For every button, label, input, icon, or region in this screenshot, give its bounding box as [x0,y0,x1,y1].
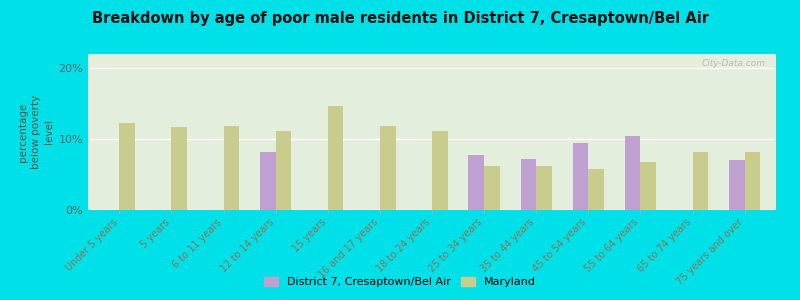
Bar [223,126,239,210]
Bar [625,136,641,210]
Bar [693,152,708,210]
Text: Breakdown by age of poor male residents in District 7, Cresaptown/Bel Air: Breakdown by age of poor male residents … [91,11,709,26]
Y-axis label: percentage
below poverty
level: percentage below poverty level [18,95,54,169]
Legend: District 7, Cresaptown/Bel Air, Maryland: District 7, Cresaptown/Bel Air, Maryland [260,272,540,291]
Bar [588,169,604,210]
Bar [276,130,291,210]
Bar [521,159,536,210]
Bar [729,160,745,210]
Bar [641,162,656,210]
Bar [432,130,448,210]
Bar [171,127,187,210]
Text: City-Data.com: City-Data.com [702,59,766,68]
Bar [536,166,552,210]
Bar [469,155,484,210]
Bar [260,152,276,210]
Bar [573,142,588,210]
Bar [484,166,500,210]
Bar [380,126,395,210]
Bar [328,106,343,210]
Bar [119,124,135,210]
Bar [745,152,760,210]
